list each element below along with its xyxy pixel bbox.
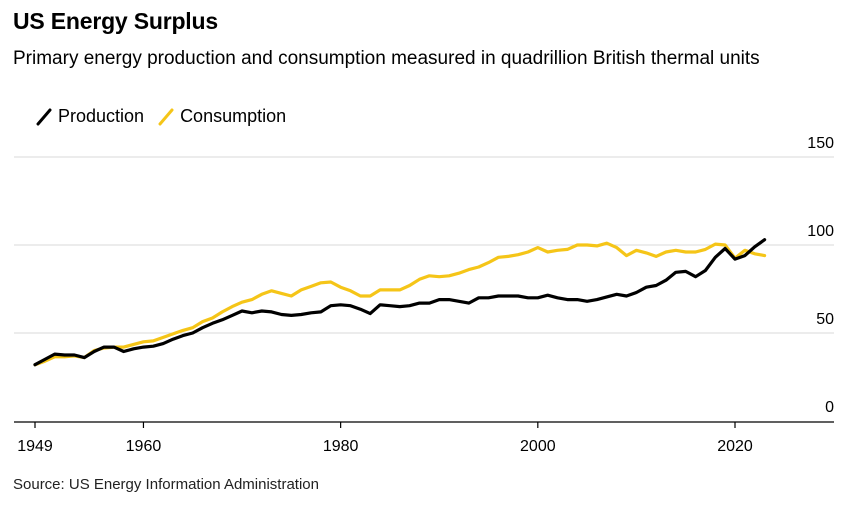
series-lines: [33, 238, 767, 367]
x-tick-label: 1949: [17, 438, 53, 455]
y-tick-label: 150: [807, 135, 834, 152]
x-tick-label: 2000: [520, 438, 556, 455]
source-note: Source: US Energy Information Administra…: [13, 476, 319, 493]
y-tick-label: 0: [825, 399, 834, 416]
legend-item-consumption: Consumption: [158, 106, 286, 127]
legend-label-consumption: Consumption: [180, 106, 287, 126]
x-axis: 1949 1960 1980 2000 2020: [14, 421, 834, 455]
legend-label-production: Production: [58, 106, 145, 126]
legend: Production Consumption: [36, 106, 300, 127]
y-tick-label: 100: [807, 223, 834, 240]
y-tick-label: 50: [816, 311, 834, 328]
production-line: [33, 238, 767, 367]
y-axis-ticks: 150 100 50 0: [807, 135, 834, 416]
production-swatch-icon: [36, 108, 52, 125]
line-chart: 150 100 50 0 1949 1960 1980 2000 2020: [14, 135, 834, 455]
x-tick-label: 1980: [323, 438, 359, 455]
x-tick-label: 2020: [717, 438, 753, 455]
chart-subtitle: Primary energy production and consumptio…: [13, 48, 760, 69]
consumption-line: [33, 241, 767, 367]
gridlines: [14, 156, 834, 334]
legend-item-production: Production: [36, 106, 144, 127]
chart-title: US Energy Surplus: [13, 8, 218, 34]
consumption-swatch-icon: [158, 108, 174, 125]
x-tick-label: 1960: [126, 438, 162, 455]
